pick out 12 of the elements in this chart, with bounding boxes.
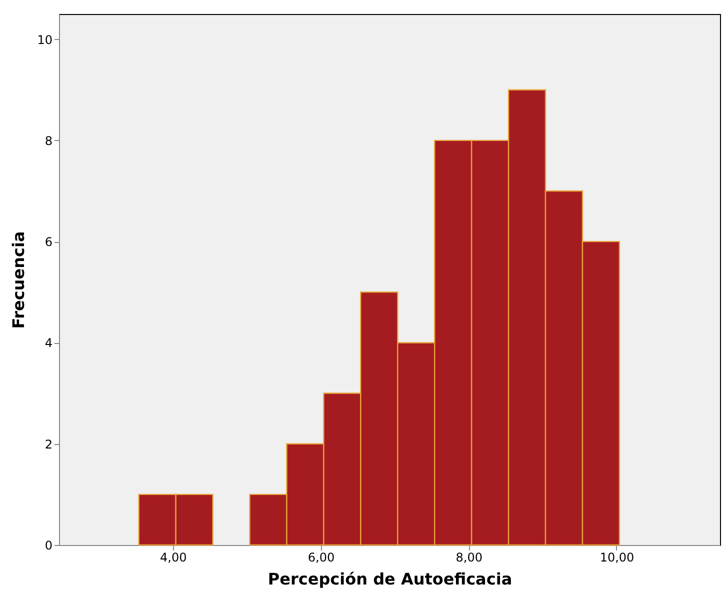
x-axis-title: Percepción de Autoeficacia (268, 570, 512, 588)
y-axis-title: Frecuencia (9, 231, 28, 329)
x-tick-label: 10,00 (600, 550, 634, 564)
y-tick-label: 8 (44, 134, 52, 148)
y-tick-label: 2 (44, 437, 52, 452)
y-tick-label: 4 (44, 336, 52, 350)
x-tick-label: 4,00 (160, 550, 187, 564)
x-tick-label: 6,00 (308, 550, 335, 564)
y-tick-label: 0 (44, 538, 52, 552)
x-tick-label: 8,00 (456, 550, 482, 564)
y-tick-label: 10 (37, 32, 52, 47)
y-tick-label: 6 (44, 235, 52, 250)
